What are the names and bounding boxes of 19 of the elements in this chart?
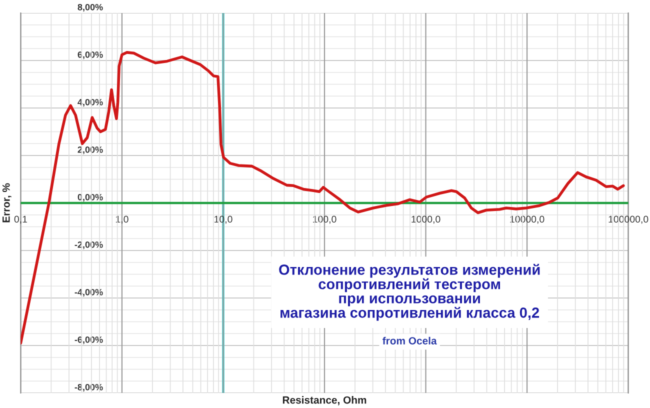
y-tick-label: 2,00%: [78, 146, 103, 154]
x-tick-label: 1,0: [116, 216, 128, 224]
x-tick-label: 0,1: [14, 216, 27, 224]
y-tick-label: 6,00%: [78, 51, 103, 60]
y-tick-label: 0,00%: [78, 194, 103, 202]
y-tick-label: -2,00%: [74, 241, 103, 250]
text: Отклонение результатов измерений сопротивлений тестером при использовании магазина сопротивлений класса 0,2: [279, 264, 540, 321]
y-tick-label: -8,00%: [74, 384, 103, 392]
y-tick-label: -6,00%: [74, 336, 103, 344]
y-tick-label: 8,00%: [78, 4, 103, 12]
x-tick-label: 100,0: [313, 216, 336, 224]
x-tick-label: 100000,0: [608, 216, 648, 224]
annotation: from Ocela: [382, 336, 437, 344]
x-tick-label: 10000,0: [510, 216, 544, 224]
y-axis-title: Error, %: [2, 183, 12, 222]
x-axis-title: Resistance, Ohm: [282, 396, 366, 406]
x-tick-label: 1000,0: [412, 216, 440, 224]
y-tick-label: -4,00%: [74, 288, 103, 297]
y-tick-label: 4,00%: [78, 98, 103, 107]
